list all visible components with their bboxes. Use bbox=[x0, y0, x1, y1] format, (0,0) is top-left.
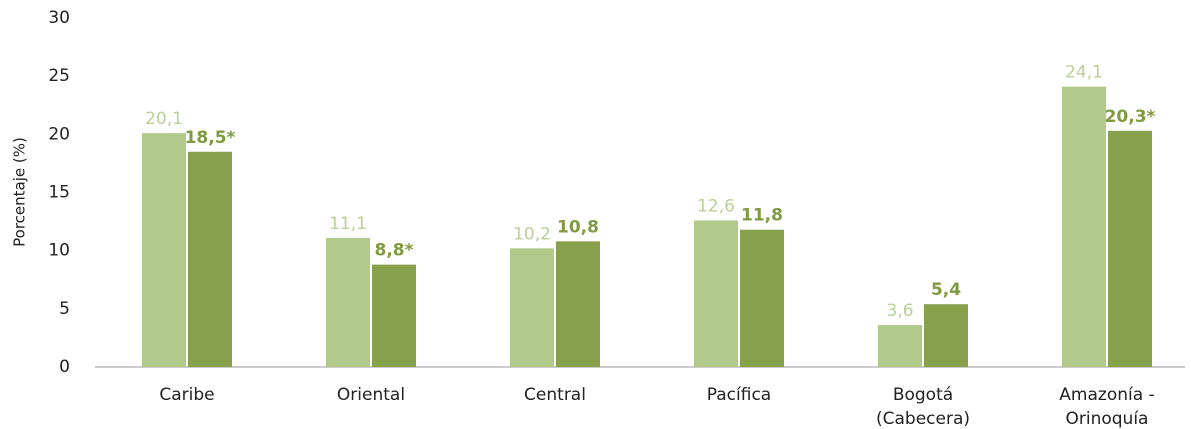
x-tick-label: Bogotá (Cabecera) bbox=[876, 385, 970, 429]
x-tick-label: Oriental bbox=[337, 385, 405, 405]
y-tick-label: 25 bbox=[48, 66, 70, 86]
value-label: 20,3* bbox=[1105, 107, 1156, 127]
bar bbox=[924, 304, 968, 367]
bar bbox=[326, 237, 370, 367]
bar bbox=[878, 325, 922, 367]
x-tick-label: Amazonía -Orinoquía bbox=[1059, 385, 1154, 429]
bar bbox=[142, 133, 186, 367]
y-tick-label: 20 bbox=[48, 124, 70, 144]
value-label: 5,4 bbox=[931, 280, 961, 300]
value-label: 11,8 bbox=[741, 206, 783, 226]
value-label: 10,8 bbox=[557, 217, 599, 237]
y-tick-label: 15 bbox=[48, 183, 70, 203]
value-label: 11,1 bbox=[329, 214, 367, 234]
value-label: 20,1 bbox=[145, 109, 183, 129]
bar bbox=[694, 220, 738, 367]
y-tick-label: 10 bbox=[48, 241, 70, 261]
bar bbox=[740, 229, 784, 367]
value-label: 10,2 bbox=[513, 224, 551, 244]
bar bbox=[188, 151, 232, 367]
value-label: 24,1 bbox=[1065, 63, 1103, 83]
bar bbox=[372, 264, 416, 367]
bar bbox=[556, 241, 600, 367]
y-axis-title: Porcentaje (%) bbox=[11, 137, 29, 247]
y-tick-label: 0 bbox=[59, 357, 70, 377]
bar bbox=[510, 248, 554, 367]
bar bbox=[1108, 130, 1152, 367]
x-tick-label: Pacífica bbox=[707, 385, 771, 405]
bar bbox=[1062, 86, 1106, 368]
x-tick-label: Central bbox=[524, 385, 586, 405]
value-label: 18,5* bbox=[185, 128, 236, 148]
y-tick-label: 5 bbox=[59, 299, 70, 319]
y-tick-label: 30 bbox=[48, 8, 70, 28]
x-tick-label: Caribe bbox=[159, 385, 214, 405]
value-label: 3,6 bbox=[886, 301, 913, 321]
value-label: 8,8* bbox=[374, 241, 413, 261]
value-label: 12,6 bbox=[697, 196, 735, 216]
